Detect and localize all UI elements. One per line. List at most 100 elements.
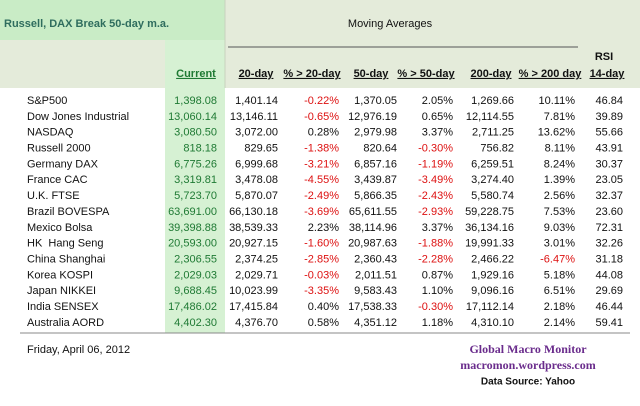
cell: 59,228.75: [465, 206, 514, 218]
row-label: HK Hang Seng: [27, 238, 103, 250]
row-label: China Shanghai: [27, 254, 105, 266]
cell: -1.19%: [418, 158, 453, 170]
cell: 12,976.19: [348, 111, 397, 123]
group-header: Moving Averages: [348, 18, 433, 30]
cell: 5,580.74: [471, 190, 514, 202]
cell: 23.05: [595, 174, 623, 186]
cell: 3.01%: [544, 238, 575, 250]
cell: 29.69: [595, 285, 623, 297]
cell: 0.87%: [422, 269, 453, 281]
cell: 13.62%: [538, 127, 576, 139]
cell: 1.39%: [544, 174, 575, 186]
cell: 55.66: [595, 127, 623, 139]
cell: 6,259.51: [471, 158, 514, 170]
cell: 65,611.55: [349, 206, 397, 218]
cell: 7.81%: [544, 111, 575, 123]
row-label: Dow Jones Industrial: [27, 111, 129, 123]
cell: -0.22%: [304, 95, 339, 107]
column-header: % > 20-day: [283, 68, 341, 80]
cell: 1.18%: [422, 317, 453, 329]
cell: 3.37%: [422, 222, 453, 234]
cell: 9.03%: [544, 222, 575, 234]
row-label: India SENSEX: [27, 301, 99, 313]
cell: 20,593.00: [168, 238, 217, 250]
cell: 820.64: [363, 142, 397, 154]
cell: 13,060.14: [168, 111, 217, 123]
cell: 31.18: [595, 254, 623, 266]
cell: 2,011.51: [355, 269, 397, 281]
cell: 32.26: [595, 238, 623, 250]
cell: 2,374.25: [235, 254, 278, 266]
cell: 46.44: [595, 301, 623, 313]
column-header: % > 50-day: [397, 68, 455, 80]
column-header: 14-day: [590, 68, 626, 80]
cell: 3,274.40: [471, 174, 514, 186]
cell: 5.18%: [544, 269, 575, 281]
cell: 20,987.63: [348, 238, 397, 250]
table-title: Russell, DAX Break 50-day m.a.: [4, 18, 169, 30]
cell: 2,360.43: [354, 254, 397, 266]
cell: 3,439.87: [354, 174, 397, 186]
current-column: [165, 40, 225, 333]
cell: -6.47%: [540, 254, 575, 266]
cell: 2.05%: [422, 95, 453, 107]
cell: 0.28%: [308, 127, 339, 139]
cell: 10,023.99: [229, 285, 278, 297]
cell: 2,029.03: [174, 269, 217, 281]
cell: -2.49%: [304, 190, 339, 202]
cell: 9,583.43: [354, 285, 397, 297]
row-label: Russell 2000: [27, 142, 91, 154]
cell: 2.14%: [544, 317, 575, 329]
cell: 3,080.50: [174, 127, 217, 139]
cell: 0.40%: [308, 301, 339, 313]
cell: -0.65%: [304, 111, 339, 123]
cell: 46.84: [595, 95, 623, 107]
cell: 2,466.22: [471, 254, 514, 266]
cell: 59.41: [595, 317, 623, 329]
cell: 39,398.88: [168, 222, 217, 234]
cell: 3.37%: [422, 127, 453, 139]
cell: 20,927.15: [229, 238, 278, 250]
cell: 72.31: [595, 222, 623, 234]
rsi-header: RSI: [595, 51, 613, 63]
cell: 19,991.33: [465, 238, 514, 250]
cell: -1.38%: [304, 142, 339, 154]
cell: 4,351.12: [354, 317, 397, 329]
cell: 6.51%: [544, 285, 575, 297]
cell: 17,415.84: [229, 301, 278, 313]
cell: 0.65%: [422, 111, 453, 123]
cell: 10.11%: [539, 95, 576, 107]
cell: 63,691.00: [168, 206, 217, 218]
row-label: S&P500: [27, 95, 67, 107]
cell: 4,376.70: [235, 317, 278, 329]
cell: 17,486.02: [168, 301, 217, 313]
cell: 5,723.70: [174, 190, 217, 202]
cell: -3.35%: [304, 285, 339, 297]
column-header: 20-day: [239, 68, 275, 80]
cell: 2.23%: [308, 222, 339, 234]
cell: 23.60: [595, 206, 623, 218]
cell: 44.08: [595, 269, 623, 281]
cell: -0.03%: [304, 269, 339, 281]
cell: 2,029.71: [235, 269, 278, 281]
cell: 2.56%: [544, 190, 575, 202]
footer-source: Data Source: Yahoo: [481, 377, 575, 388]
cell: 3,478.08: [235, 174, 278, 186]
cell: 32.37: [595, 190, 623, 202]
row-label: Mexico Bolsa: [27, 222, 93, 234]
cell: 6,775.26: [174, 158, 217, 170]
cell: 66,130.18: [229, 206, 278, 218]
cell: -2.85%: [304, 254, 339, 266]
cell: 43.91: [595, 142, 623, 154]
cell: -4.55%: [304, 174, 339, 186]
cell: 17,538.33: [348, 301, 397, 313]
cell: 38,114.96: [349, 222, 397, 234]
cell: 3,319.81: [174, 174, 217, 186]
cell: 2,306.55: [174, 254, 217, 266]
cell: -2.43%: [418, 190, 453, 202]
column-header: Current: [176, 68, 216, 80]
cell: -2.28%: [418, 254, 453, 266]
column-header: % > 200 day: [519, 68, 583, 80]
cell: -2.93%: [418, 206, 453, 218]
